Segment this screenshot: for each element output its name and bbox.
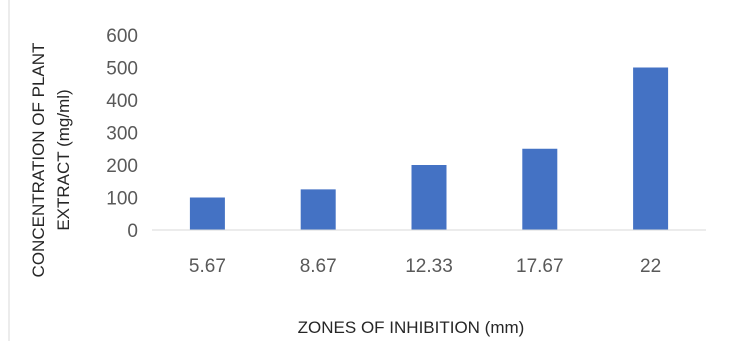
bar-22 (633, 67, 669, 230)
x-tick-label: 5.67 (189, 256, 226, 277)
x-tick-label: 8.67 (300, 256, 337, 277)
x-tick-label: 17.67 (516, 256, 564, 277)
y-axis-title: CONCENTRATION OF PLANT EXTRACT (mg/ml) (29, 43, 73, 278)
bar-12.33 (411, 165, 447, 230)
bar-8.67 (300, 189, 336, 230)
bar-17.67 (522, 148, 558, 230)
bar-5.67 (189, 197, 225, 230)
y-axis-title-line-2: EXTRACT (mg/ml) (54, 89, 73, 230)
y-tick-label: 600 (106, 26, 138, 47)
x-tick-label: 12.33 (405, 256, 453, 277)
x-tick-label: 22 (640, 256, 661, 277)
y-tick-label: 200 (106, 156, 138, 177)
y-tick-label: 300 (106, 124, 138, 145)
y-tick-label: 500 (106, 59, 138, 80)
y-tick-label: 0 (127, 221, 138, 242)
x-axis-title: ZONES OF INHIBITION (mm) (298, 318, 525, 337)
y-axis-title-line-1: CONCENTRATION OF PLANT (29, 43, 48, 278)
y-tick-label: 100 (106, 189, 138, 210)
y-tick-label: 400 (106, 91, 138, 112)
